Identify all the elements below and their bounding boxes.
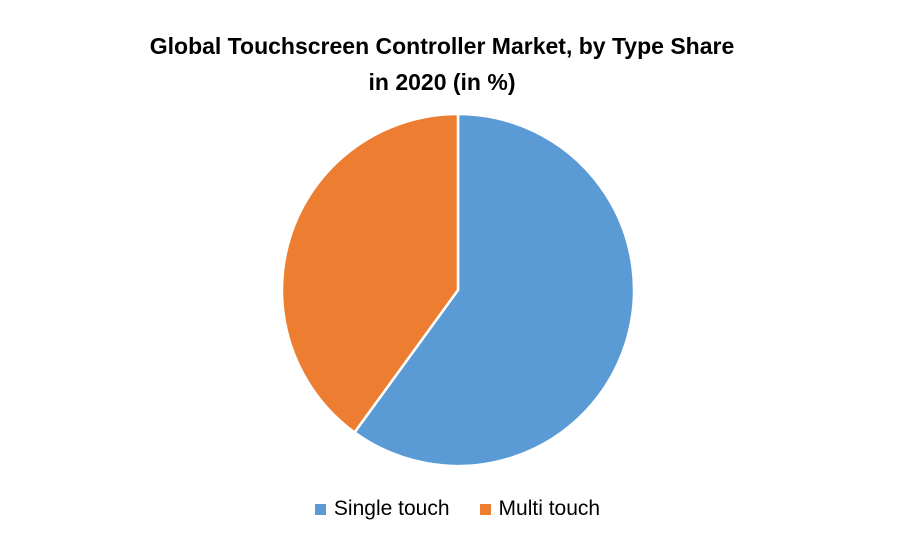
pie-slice-multi-touch (280, 112, 460, 434)
legend-label: Single touch (333, 497, 450, 520)
legend-swatch (479, 503, 491, 515)
legend: Single touch Multi touch (0, 497, 915, 521)
legend-item-single-touch: Single touch (314, 497, 450, 521)
legend-label: Multi touch (498, 497, 601, 520)
legend-item-multi-touch: Multi touch (479, 497, 601, 521)
legend-swatch (314, 503, 326, 515)
pie-slice-single-touch (353, 112, 636, 468)
chart-title: Global Touchscreen Controller Market, by… (149, 33, 735, 95)
